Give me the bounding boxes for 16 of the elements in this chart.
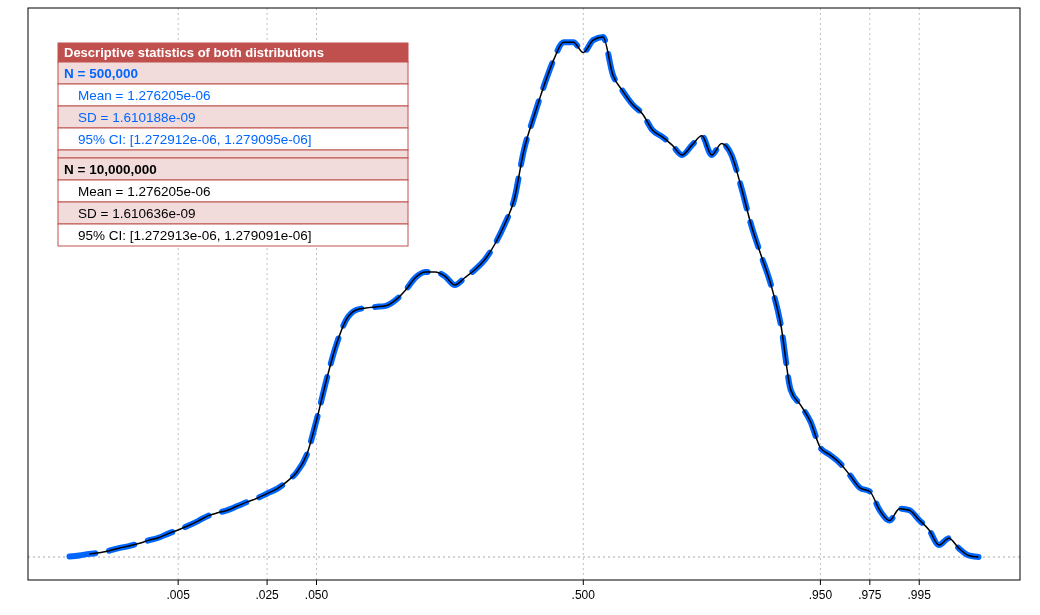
annotation: 95% CI: [1.272912e-06, 1.279095e-06]	[78, 131, 312, 147]
annotation: N = 500,000	[64, 65, 138, 81]
annotation: Mean = 1.276205e-06	[78, 183, 211, 199]
x-tick-label: .050	[304, 588, 329, 602]
annotation: Mean = 1.276205e-06	[78, 87, 211, 103]
annotation: N = 10,000,000	[64, 161, 157, 177]
x-tick-label: .950	[808, 588, 833, 602]
x-tick-label: .500	[571, 588, 596, 602]
annotation: SD = 1.610188e-09	[78, 109, 196, 125]
x-tick-label: .975	[858, 588, 882, 602]
annotation: 95% CI: [1.272913e-06, 1.279091e-06]	[78, 227, 312, 243]
annotation: SD = 1.610636e-09	[78, 205, 196, 221]
x-tick-label: .995	[907, 588, 932, 602]
x-tick-label: .005	[166, 588, 191, 602]
x-tick-label: .025	[255, 588, 280, 602]
annotation: Descriptive statistics of both distributions	[64, 45, 325, 60]
